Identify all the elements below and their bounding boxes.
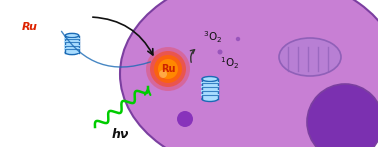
Circle shape — [307, 84, 378, 147]
Text: $^{1}$O$_{2}$: $^{1}$O$_{2}$ — [220, 55, 239, 71]
Ellipse shape — [65, 33, 79, 38]
Ellipse shape — [202, 96, 218, 101]
Circle shape — [146, 47, 190, 91]
FancyBboxPatch shape — [65, 35, 79, 52]
Text: Ru: Ru — [22, 22, 38, 32]
Text: hν: hν — [111, 127, 129, 141]
Ellipse shape — [202, 76, 218, 81]
Ellipse shape — [279, 38, 341, 76]
FancyArrowPatch shape — [191, 50, 195, 62]
FancyArrowPatch shape — [93, 17, 153, 55]
Circle shape — [158, 59, 178, 79]
Circle shape — [217, 50, 223, 55]
FancyBboxPatch shape — [202, 79, 218, 99]
Circle shape — [236, 37, 240, 41]
FancyArrowPatch shape — [62, 31, 150, 67]
Text: Ru: Ru — [161, 64, 175, 74]
Circle shape — [150, 51, 186, 87]
Ellipse shape — [65, 50, 79, 55]
Ellipse shape — [120, 0, 378, 147]
Circle shape — [159, 70, 167, 78]
Circle shape — [177, 111, 193, 127]
Circle shape — [154, 55, 182, 83]
Text: $^{3}$O$_{2}$: $^{3}$O$_{2}$ — [203, 29, 222, 45]
